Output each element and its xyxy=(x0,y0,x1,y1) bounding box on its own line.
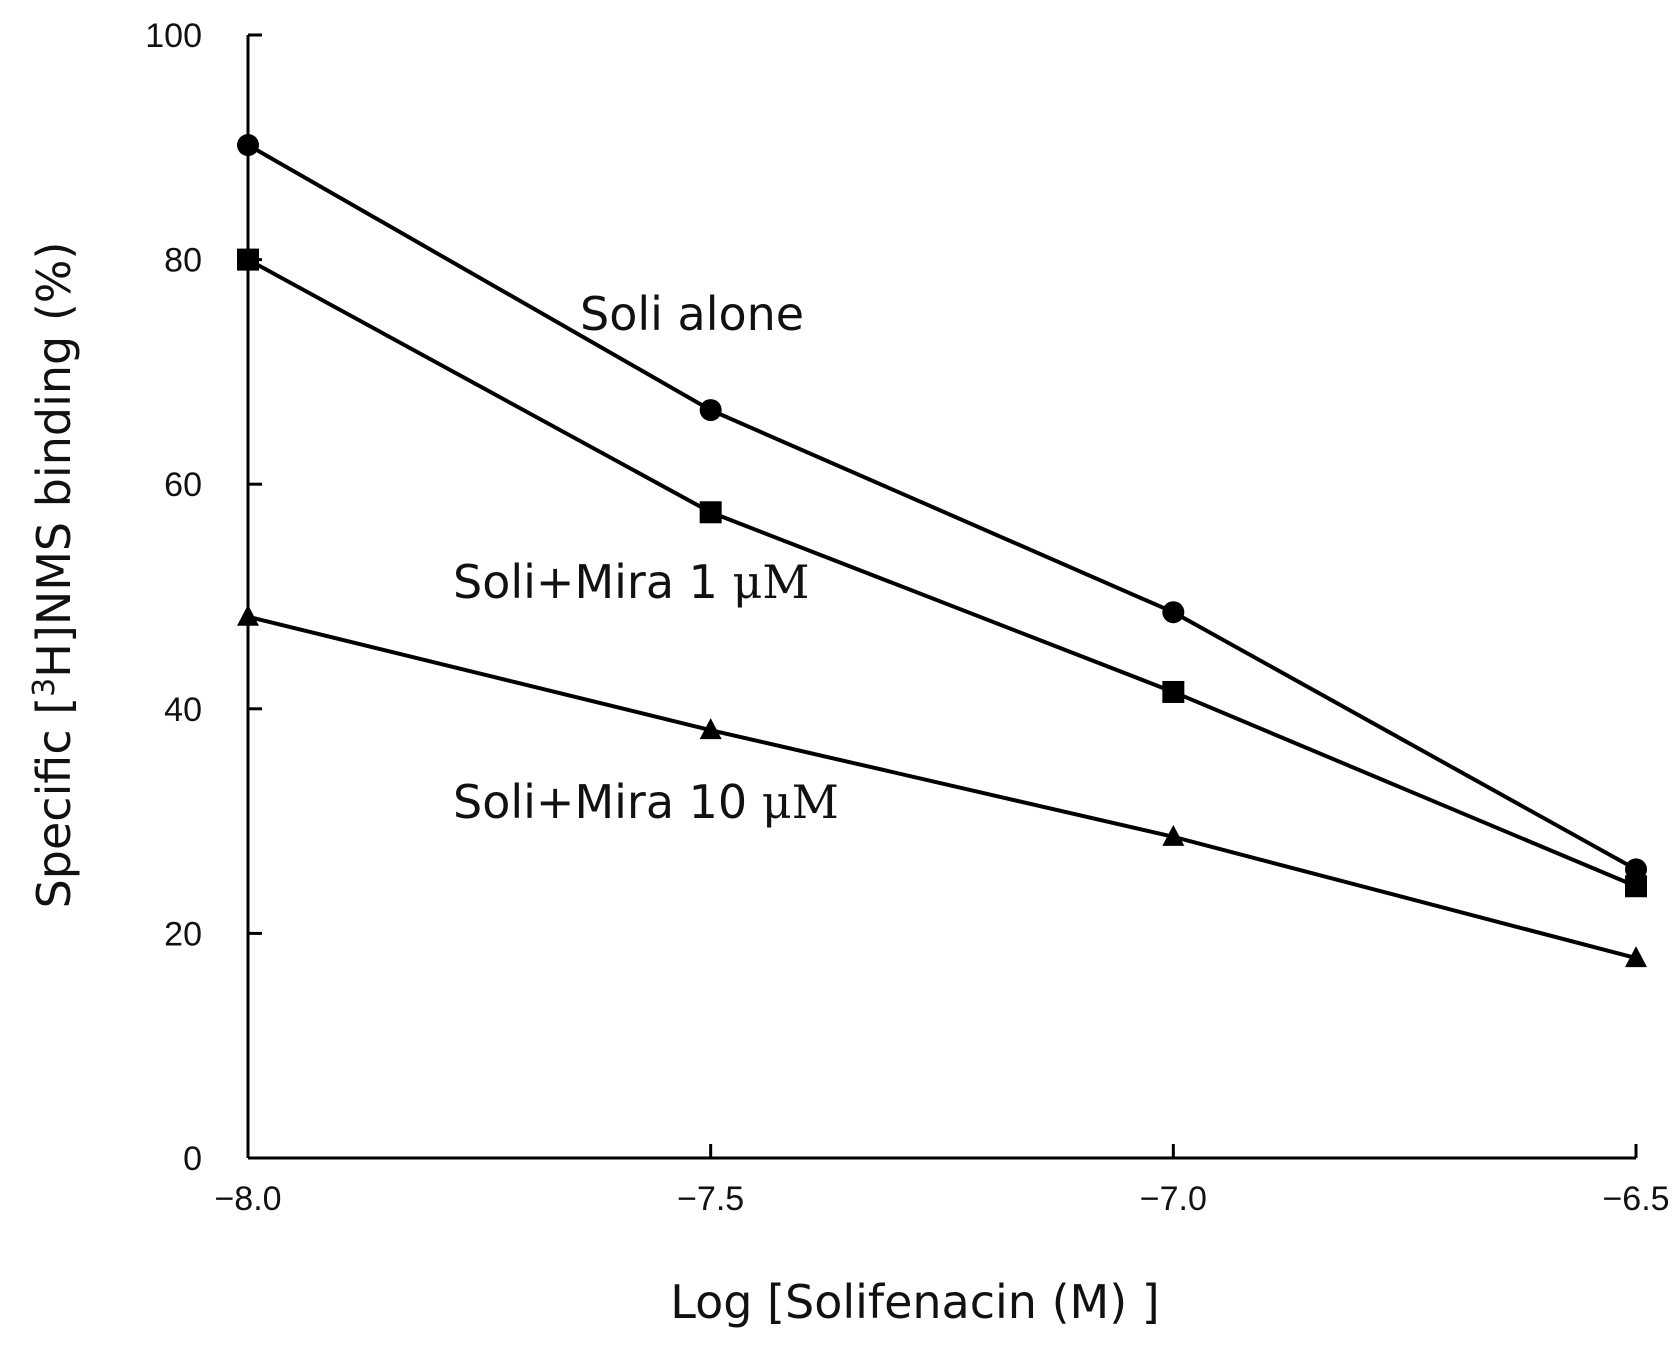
y-axis-title: Specific [3H]NMS binding (%) xyxy=(27,242,81,909)
y-tick-label: 0 xyxy=(183,1140,202,1178)
series-lines xyxy=(247,143,1637,961)
data-point-triangle xyxy=(237,604,259,626)
series-markers xyxy=(237,134,1647,968)
data-point-triangle xyxy=(1625,946,1647,968)
series-label-1: Soli+Mira 1 μM xyxy=(453,555,810,609)
data-point-square xyxy=(1625,875,1647,898)
series-label-unit: μM xyxy=(733,555,810,609)
data-point-triangle xyxy=(1162,824,1185,846)
series-label-name: Soli alone xyxy=(580,287,804,341)
y-axis-title-prefix: Specific [ xyxy=(27,697,81,909)
y-tick-label: 40 xyxy=(164,691,202,729)
y-tick-label: 20 xyxy=(164,915,202,953)
data-point-square xyxy=(1162,680,1185,703)
series-label-2: Soli+Mira 10 μM xyxy=(453,775,839,829)
data-point-circle xyxy=(699,399,722,422)
y-tick-label: 60 xyxy=(164,466,202,504)
series-label-unit: μM xyxy=(762,775,839,829)
data-point-triangle xyxy=(699,718,722,740)
y-axis-title-superscript: 3 xyxy=(27,678,62,697)
axes: 0 20 40 60 80 100 −8.0 −7.5 −7.0 −6.5 xyxy=(145,17,1669,1218)
data-point-circle xyxy=(1162,601,1185,624)
series-label-name: Soli+Mira 1 xyxy=(453,555,733,609)
series-line-1 xyxy=(247,257,1637,889)
x-tick-label: −6.5 xyxy=(1602,1180,1669,1218)
y-tick-label: 80 xyxy=(164,242,202,280)
series-line-2 xyxy=(247,614,1637,961)
x-tick-label: −7.5 xyxy=(677,1180,744,1218)
x-axis-title: Log [Solifenacin (M) ] xyxy=(670,1275,1159,1329)
data-point-circle xyxy=(1625,858,1647,881)
series-label-name: Soli+Mira 10 xyxy=(453,775,762,829)
series-label-0: Soli alone xyxy=(580,287,804,341)
series-line-0 xyxy=(247,143,1637,872)
y-tick-label: 100 xyxy=(145,17,202,55)
x-tick-label: −8.0 xyxy=(214,1180,281,1218)
data-point-square xyxy=(699,501,722,524)
x-tick-label: −7.0 xyxy=(1140,1180,1207,1218)
data-point-circle xyxy=(237,134,259,157)
data-point-square xyxy=(237,248,259,271)
y-axis-title-suffix: H]NMS binding (%) xyxy=(27,242,81,678)
